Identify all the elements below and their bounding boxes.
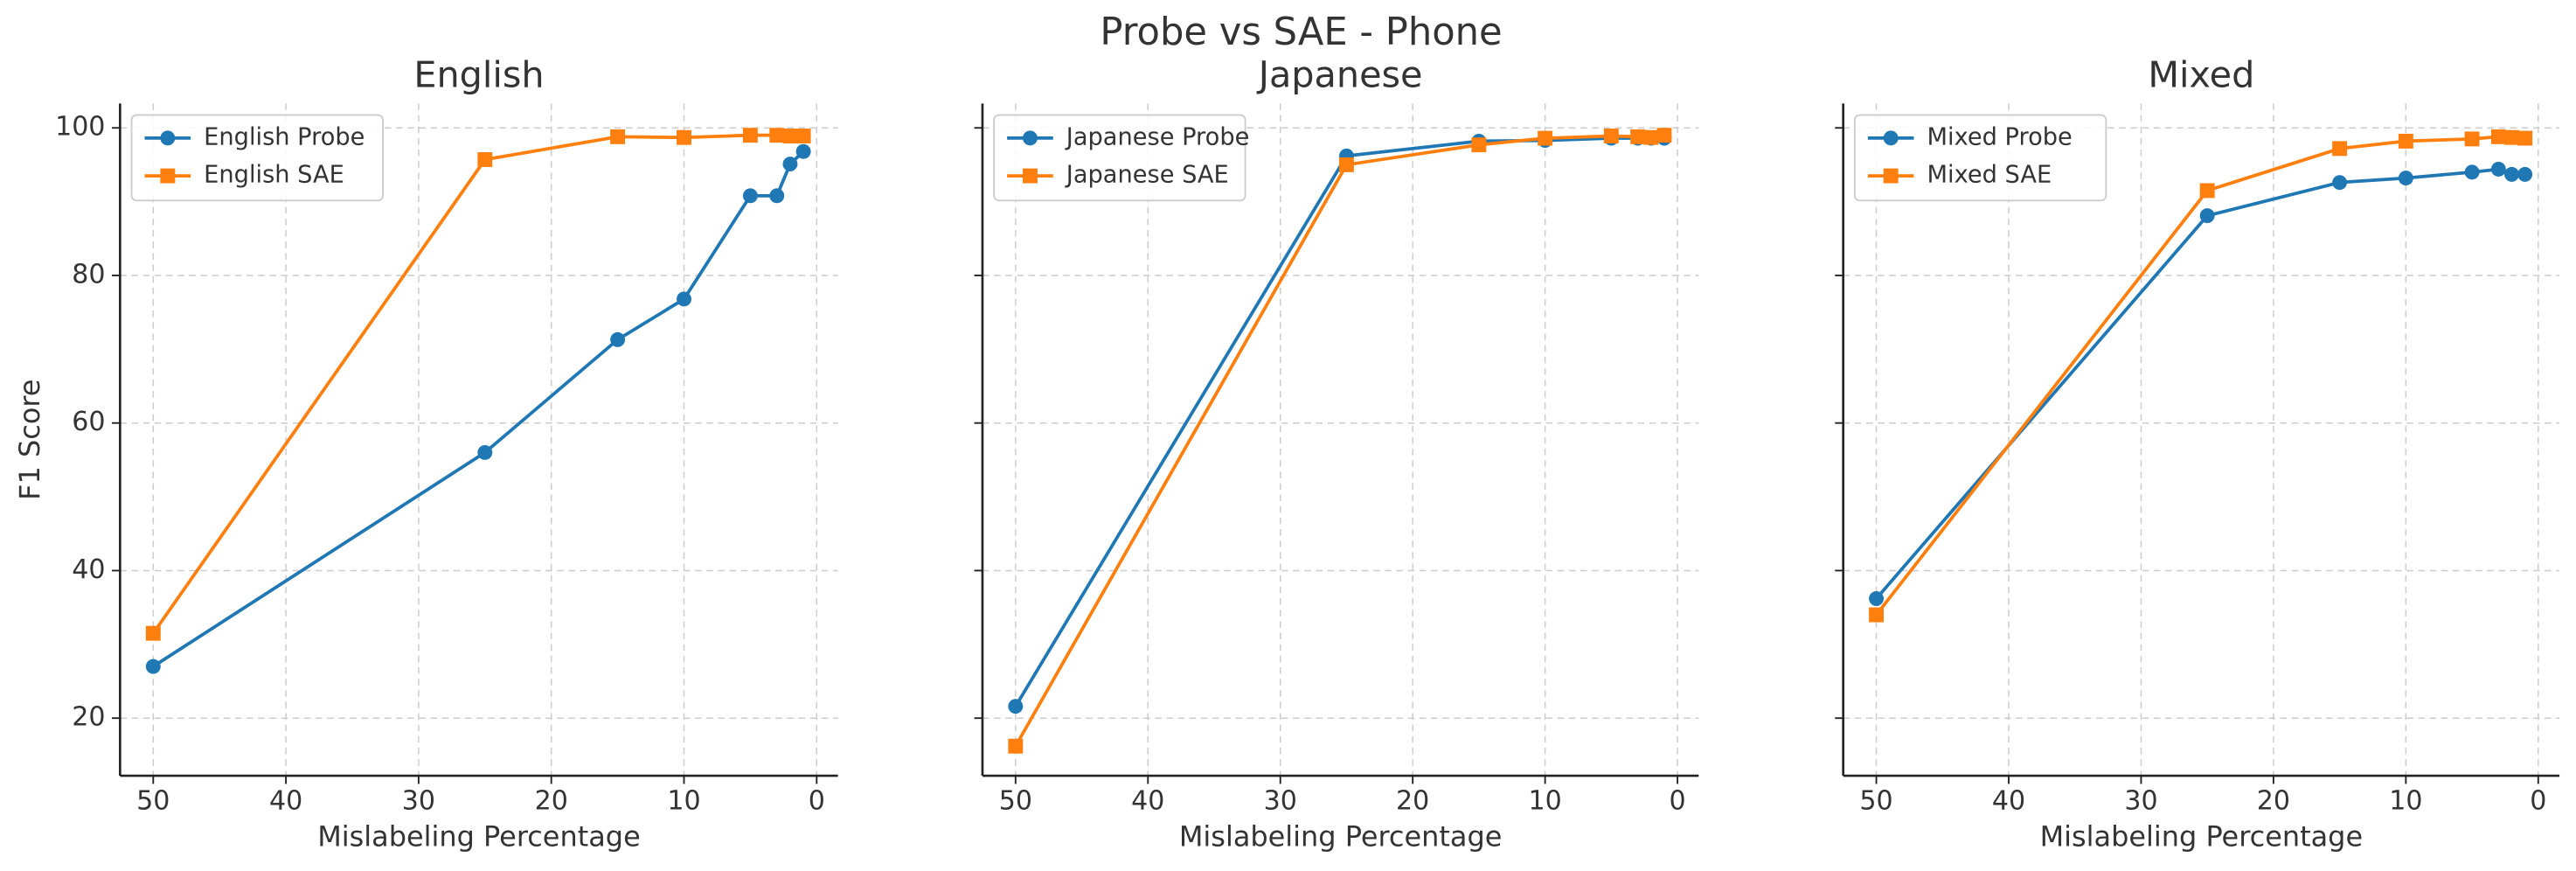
y-tick-label: 80 [72, 259, 105, 289]
legend-label: Japanese Probe [1065, 123, 1250, 150]
marker [782, 129, 798, 143]
x-tick-label: 20 [535, 786, 568, 817]
series-line [1014, 133, 1665, 748]
marker [782, 157, 798, 172]
marker [1008, 738, 1024, 754]
x-tick-label: 30 [2124, 786, 2157, 817]
x-tick-label: 20 [2257, 786, 2290, 817]
marker [2398, 133, 2413, 149]
x-tick-label: 0 [1670, 786, 1686, 817]
legend-marker [1883, 130, 1899, 146]
marker [2504, 166, 2519, 182]
x-tick-label: 50 [999, 786, 1032, 817]
legend-marker [160, 130, 176, 146]
series-line [151, 133, 804, 635]
marker [795, 129, 811, 143]
marker [1869, 607, 1885, 623]
marker [2517, 166, 2533, 182]
marker [677, 129, 691, 145]
marker [1603, 129, 1619, 143]
marker [2517, 130, 2533, 146]
x-tick-label: 20 [1396, 786, 1429, 817]
marker [769, 128, 785, 143]
marker [1630, 129, 1646, 144]
subplot-title: English [413, 53, 544, 95]
marker [2398, 171, 2413, 186]
series-line [1875, 167, 2525, 600]
marker [769, 188, 785, 204]
legend-label: English Probe [204, 123, 365, 150]
x-tick-label: 40 [1131, 786, 1164, 817]
y-tick-label: 60 [72, 407, 105, 437]
marker [2490, 162, 2506, 177]
x-tick-label: 40 [1992, 786, 2025, 817]
x-tick-label: 30 [402, 786, 435, 817]
subplot-title: Mixed [2148, 53, 2254, 95]
marker [2504, 129, 2519, 145]
marker [477, 152, 493, 167]
marker [677, 291, 691, 307]
marker [477, 445, 493, 460]
legend-marker [1883, 168, 1899, 184]
legend-marker [160, 168, 176, 184]
marker [742, 128, 758, 143]
x-tick-label: 0 [2530, 786, 2546, 817]
marker [2199, 208, 2215, 224]
series-line [1875, 135, 2525, 617]
marker [610, 331, 626, 347]
subplot-title: Japanese [1256, 53, 1423, 95]
marker [2332, 175, 2348, 191]
x-axis-label: Mislabeling Percentage [2040, 819, 2364, 853]
legend-label: English SAE [204, 162, 344, 189]
x-axis-label: Mislabeling Percentage [317, 819, 641, 853]
marker [2332, 141, 2348, 157]
marker [1008, 699, 1024, 714]
x-tick-label: 10 [2389, 786, 2422, 817]
y-tick-label: 20 [72, 702, 105, 733]
marker [1538, 130, 1553, 146]
legend-label: Mixed SAE [1927, 162, 2052, 189]
figure-title: Probe vs SAE - Phone [1100, 10, 1502, 54]
legend-box [130, 114, 384, 202]
y-tick-label: 100 [55, 112, 105, 143]
marker [1869, 591, 1885, 606]
marker [610, 129, 626, 144]
legend-marker [1023, 168, 1038, 184]
marker [2464, 164, 2480, 180]
marker [2464, 131, 2480, 147]
marker [742, 188, 758, 204]
x-axis-label: Mislabeling Percentage [1179, 819, 1503, 853]
legend-marker [1023, 130, 1038, 146]
legend-label: Japanese SAE [1065, 162, 1229, 189]
x-tick-label: 0 [809, 786, 825, 817]
marker [1643, 129, 1659, 145]
marker [2490, 129, 2506, 144]
x-tick-label: 10 [1529, 786, 1562, 817]
marker [795, 143, 811, 159]
marker [1656, 128, 1672, 143]
subplot: 50 40 30 20 10 0 Japanese Mislabeling Percentag… [974, 53, 1699, 853]
x-tick-label: 10 [667, 786, 700, 817]
marker [145, 658, 161, 674]
y-tick-label: 40 [72, 554, 105, 585]
x-tick-label: 50 [136, 786, 170, 817]
marker [145, 625, 161, 641]
legend-label: Mixed Probe [1927, 123, 2073, 150]
x-tick-label: 40 [269, 786, 302, 817]
x-tick-label: 50 [1859, 786, 1892, 817]
marker [2199, 183, 2215, 199]
series-line [1014, 136, 1664, 707]
y-axis-label: F1 Score [13, 380, 46, 500]
subplot: 50 40 30 20 10 0 Mixed Mislabeling Percentage Mi… [1835, 53, 2560, 853]
series-line [152, 150, 805, 668]
x-tick-label: 30 [1264, 786, 1297, 817]
legend-box [1853, 114, 2107, 202]
marker [1471, 137, 1487, 153]
legend-box [993, 114, 1246, 202]
marker [1338, 157, 1354, 172]
